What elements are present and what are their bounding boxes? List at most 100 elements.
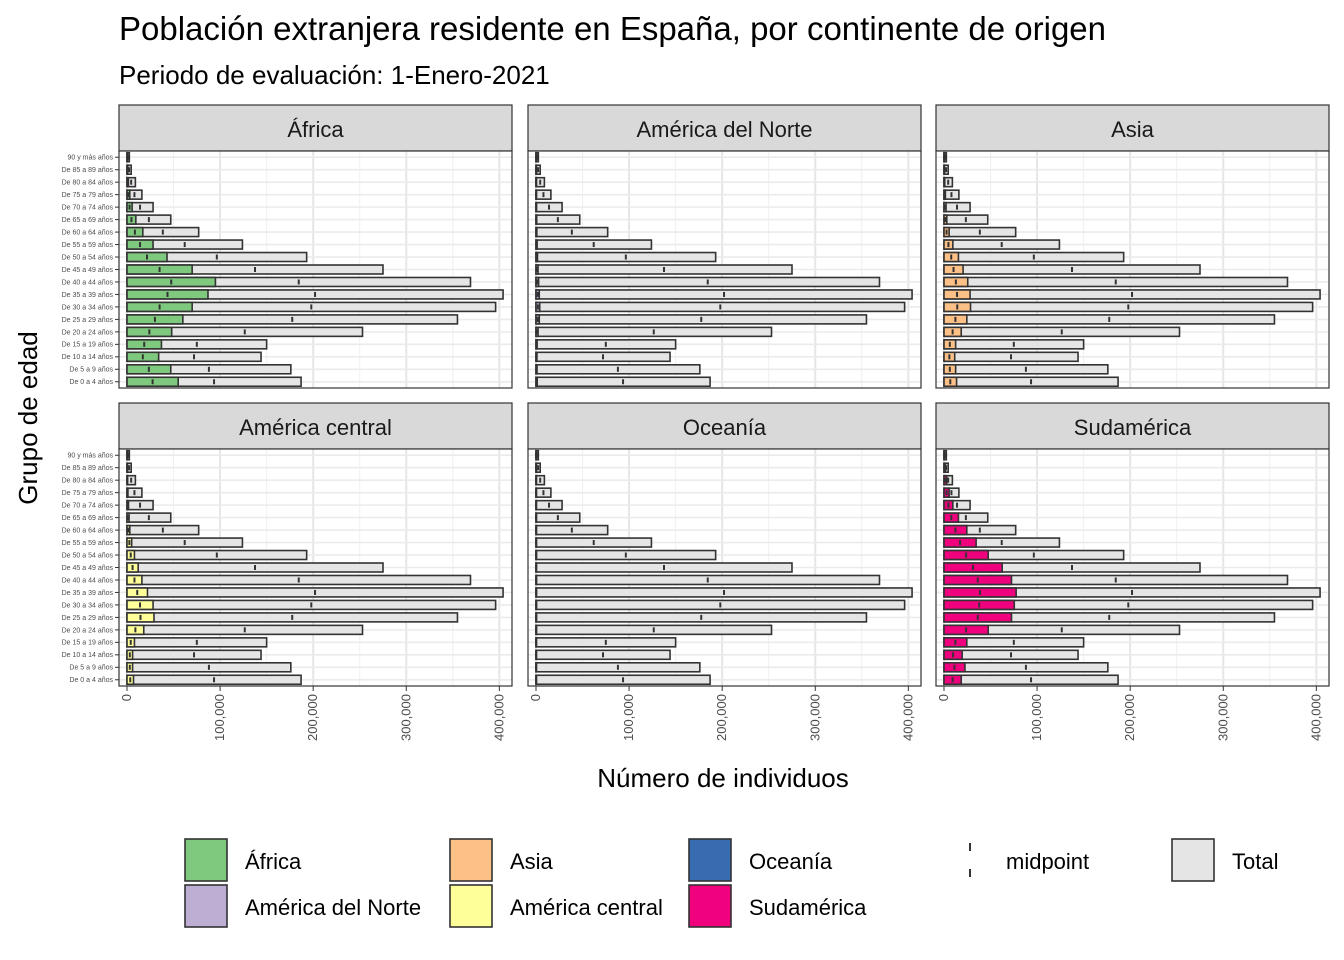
- legend-item-midpoint: midpoint: [969, 843, 1089, 877]
- y-tick-label: De 40 a 44 años: [62, 577, 114, 584]
- y-tick-label: De 35 a 39 años: [62, 292, 114, 299]
- legend-key: [688, 884, 732, 928]
- legend-item-america-central: América central: [449, 884, 663, 928]
- y-tick-label: De 60 a 64 años: [62, 229, 114, 236]
- y-tick-label: De 10 a 14 años: [62, 354, 114, 361]
- y-tick-label: De 25 a 29 años: [62, 615, 114, 622]
- x-tick-label: 200,000: [305, 694, 320, 741]
- y-tick-label: De 70 a 74 años: [62, 205, 114, 212]
- y-axis-label: Grupo de edad: [13, 331, 43, 504]
- legend-key: [184, 838, 228, 882]
- y-tick-label: De 80 a 84 años: [62, 180, 114, 187]
- legend-key: [449, 838, 493, 882]
- legend-item-sudamerica: Sudamérica: [688, 884, 867, 928]
- y-tick-label: De 65 a 69 años: [62, 217, 114, 224]
- y-tick-label: De 45 a 49 años: [62, 267, 114, 274]
- panel-america-del-norte-strip-label: América del Norte: [636, 117, 812, 142]
- panel-america-central: América central 90 y más años De 85 a 89 a…: [62, 402, 513, 741]
- y-tick-label: De 0 a 4 años: [69, 379, 113, 386]
- panel-america-del-norte-strip: [527, 104, 922, 152]
- panel-asia: Asia: [935, 104, 1330, 389]
- y-tick-label: De 15 a 19 años: [62, 342, 114, 349]
- legend-label: midpoint: [1006, 849, 1089, 874]
- legend-label: América central: [510, 895, 663, 920]
- legend-key: [688, 838, 732, 882]
- y-tick-label: De 60 a 64 años: [62, 527, 114, 534]
- legend-key: [1171, 838, 1215, 882]
- legend-label: Total: [1232, 849, 1278, 874]
- x-tick-label: 0: [528, 694, 543, 701]
- x-tick-label: 300,000: [807, 694, 822, 741]
- legend-item-africa: África: [184, 838, 302, 882]
- y-tick-label: De 75 a 79 años: [62, 490, 114, 497]
- panel-africa-strip-label: África: [287, 117, 344, 142]
- y-tick-label: 90 y más años: [67, 155, 113, 162]
- y-tick-label: De 30 a 34 años: [62, 602, 114, 609]
- y-tick-label: De 65 a 69 años: [62, 515, 114, 522]
- y-tick-label: De 30 a 34 años: [62, 304, 114, 311]
- y-tick-label: De 75 a 79 años: [62, 192, 114, 199]
- legend-item-america-del-norte: América del Norte: [184, 884, 421, 928]
- y-tick-label: De 70 a 74 años: [62, 503, 114, 510]
- legend-label: Oceanía: [749, 849, 833, 874]
- x-tick-label: 100,000: [621, 694, 636, 741]
- x-tick-label: 400,000: [900, 694, 915, 741]
- x-tick-label: 0: [119, 694, 134, 701]
- legend-label: Asia: [510, 849, 554, 874]
- panel-oceania-strip-label: Oceanía: [683, 415, 767, 440]
- x-axis-label: Número de individuos: [597, 763, 848, 793]
- y-tick-label: De 40 a 44 años: [62, 279, 114, 286]
- panel-oceania-border: [527, 448, 922, 687]
- x-tick-label: 200,000: [1122, 694, 1137, 741]
- x-tick-label: 100,000: [1029, 694, 1044, 741]
- y-tick-label: De 20 a 24 años: [62, 627, 114, 634]
- y-tick-label: De 80 a 84 años: [62, 478, 114, 485]
- y-tick-label: De 85 a 89 años: [62, 167, 114, 174]
- legend-label: América del Norte: [245, 895, 421, 920]
- y-tick-label: De 5 a 9 años: [69, 367, 113, 374]
- chart-title: Población extranjera residente en España…: [119, 10, 1106, 47]
- x-tick-label: 300,000: [1215, 694, 1230, 741]
- chart-subtitle: Periodo de evaluación: 1-Enero-2021: [119, 60, 550, 90]
- panel-africa-strip: [118, 104, 513, 152]
- y-tick-label: De 55 a 59 años: [62, 242, 114, 249]
- panel-sudamerica-strip-label: Sudamérica: [1074, 415, 1192, 440]
- y-tick-label: De 50 a 54 años: [62, 552, 114, 559]
- y-tick-label: De 25 a 29 años: [62, 317, 114, 324]
- legend-key: [184, 884, 228, 928]
- y-tick-label: De 20 a 24 años: [62, 329, 114, 336]
- panel-america-central-strip: [118, 402, 513, 450]
- facet-panels: África 90 y más años De 85 a 89 años De 80 …: [62, 104, 1330, 741]
- panel-sudamerica-strip: [935, 402, 1330, 450]
- y-tick-label: De 35 a 39 años: [62, 590, 114, 597]
- panel-america-del-norte: América del Norte: [527, 104, 922, 389]
- legend-label: África: [245, 849, 302, 874]
- panel-sudamerica: Sudamérica 0 100,000 200,000 300,000 400,000: [935, 402, 1330, 741]
- y-tick-label: De 10 a 14 años: [62, 652, 114, 659]
- legend-item-oceania: Oceanía: [688, 838, 833, 882]
- panel-asia-strip: [935, 104, 1330, 152]
- y-tick-label: De 55 a 59 años: [62, 540, 114, 547]
- y-tick-label: 90 y más años: [67, 453, 113, 460]
- x-tick-label: 400,000: [491, 694, 506, 741]
- legend: África América del Norte Asia América centr…: [184, 838, 1278, 928]
- x-tick-label: 100,000: [212, 694, 227, 741]
- panel-africa: África 90 y más años De 85 a 89 años De 80 …: [62, 104, 513, 389]
- panel-sudamerica-border: [935, 448, 1330, 687]
- panel-oceania-strip: [527, 402, 922, 450]
- panel-america-central-strip-label: América central: [239, 415, 392, 440]
- y-tick-label: De 0 a 4 años: [69, 677, 113, 684]
- panel-america-del-norte-border: [527, 150, 922, 389]
- x-tick-label: 0: [936, 694, 951, 701]
- panel-asia-strip-label: Asia: [1111, 117, 1155, 142]
- panel-oceania: Oceanía 0 100,000 200,000 300,000 400,000: [527, 402, 922, 741]
- y-tick-label: De 85 a 89 años: [62, 465, 114, 472]
- legend-item-total: Total: [1171, 838, 1278, 882]
- legend-label: Sudamérica: [749, 895, 867, 920]
- y-tick-label: De 15 a 19 años: [62, 640, 114, 647]
- legend-item-asia: Asia: [449, 838, 554, 882]
- y-tick-label: De 5 a 9 años: [69, 665, 113, 672]
- legend-key: [449, 884, 493, 928]
- x-tick-label: 300,000: [398, 694, 413, 741]
